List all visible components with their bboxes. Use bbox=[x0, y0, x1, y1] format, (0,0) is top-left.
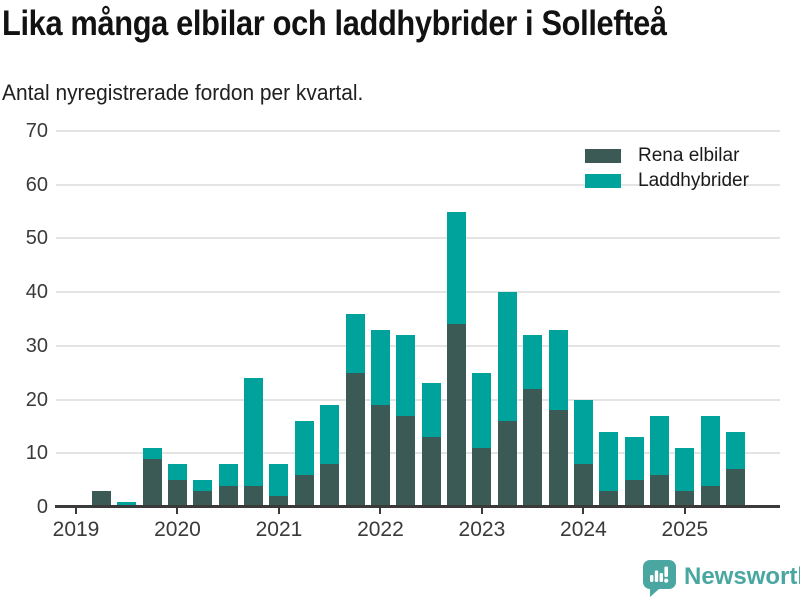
y-axis-label: 30 bbox=[25, 334, 48, 357]
bar-hybrid-segment bbox=[320, 404, 340, 465]
bar-hybrid-segment bbox=[726, 431, 746, 470]
bar-ev-segment bbox=[421, 437, 441, 507]
bar-ev-segment bbox=[726, 469, 746, 507]
bar-ev-segment bbox=[573, 464, 593, 507]
bar-hybrid-segment bbox=[294, 421, 314, 475]
bar-ev-segment bbox=[218, 485, 238, 507]
bar-hybrid-segment bbox=[497, 292, 517, 422]
gridline bbox=[56, 344, 780, 347]
x-axis-label: 2023 bbox=[458, 518, 506, 541]
bar-hybrid-segment bbox=[244, 378, 264, 486]
bar-hybrid-segment bbox=[218, 464, 238, 486]
axis-tick bbox=[176, 508, 179, 514]
page-subtitle: Antal nyregistrerade fordon per kvartal. bbox=[2, 80, 364, 105]
bar-ev-segment bbox=[497, 421, 517, 507]
bar-hybrid-segment bbox=[269, 464, 289, 497]
y-axis-label: 10 bbox=[25, 442, 48, 465]
axis-tick bbox=[75, 508, 77, 514]
bar-hybrid-segment bbox=[421, 383, 441, 438]
newsworthy-logo[interactable]: Newsworthy bbox=[643, 560, 800, 597]
plot-area bbox=[55, 130, 780, 514]
bar-hybrid-segment bbox=[548, 329, 568, 411]
bar-ev-segment bbox=[320, 464, 340, 507]
bar-hybrid-segment bbox=[370, 329, 390, 405]
bar-ev-segment bbox=[193, 490, 213, 507]
legend-swatch-laddhybrider bbox=[585, 174, 621, 188]
x-axis-label: 2022 bbox=[357, 518, 404, 541]
gridline bbox=[56, 452, 780, 455]
bar-ev-segment bbox=[244, 485, 264, 507]
y-axis-label: 40 bbox=[25, 281, 48, 304]
bar-hybrid-segment bbox=[650, 415, 669, 475]
axis-tick bbox=[277, 508, 280, 514]
x-axis-label: 2025 bbox=[661, 518, 709, 541]
x-axis-line bbox=[55, 505, 780, 508]
legend-label: Laddhybrider bbox=[638, 170, 749, 191]
bar-ev-segment bbox=[523, 388, 543, 507]
bar-ev-segment bbox=[370, 404, 390, 507]
bar-ev-segment bbox=[548, 410, 568, 507]
y-axis-label: 60 bbox=[25, 173, 48, 196]
brand-name: Newsworthy bbox=[684, 563, 800, 590]
gridline bbox=[56, 398, 780, 401]
bar-ev-segment bbox=[91, 490, 111, 507]
bar-hybrid-segment bbox=[675, 447, 695, 491]
x-axis-label: 2024 bbox=[560, 518, 607, 541]
x-axis-label: 2020 bbox=[154, 518, 201, 541]
y-axis-label: 20 bbox=[25, 388, 48, 411]
bar-ev-segment bbox=[167, 480, 187, 507]
y-axis-label: 70 bbox=[25, 120, 48, 142]
bar-ev-segment bbox=[472, 447, 492, 507]
legend-item-rena-elbilar: Rena elbilar bbox=[585, 145, 749, 166]
bar-hybrid-segment bbox=[396, 335, 416, 416]
bar-hybrid-segment bbox=[523, 335, 543, 389]
axis-tick bbox=[379, 508, 382, 514]
bar-hybrid-segment bbox=[599, 431, 619, 491]
bar-ev-segment bbox=[345, 372, 365, 507]
gridline bbox=[56, 130, 780, 133]
bar-chart-speech-bubble-icon bbox=[643, 560, 676, 597]
bar-hybrid-segment bbox=[345, 313, 365, 373]
bar-hybrid-segment bbox=[573, 399, 593, 465]
x-axis-label: 2021 bbox=[255, 518, 303, 541]
y-axis-label: 50 bbox=[25, 227, 48, 250]
bar-ev-segment bbox=[675, 490, 695, 507]
bar-ev-segment bbox=[396, 415, 416, 507]
bar-hybrid-segment bbox=[167, 464, 187, 481]
bar-ev-segment bbox=[269, 496, 289, 507]
bar-ev-segment bbox=[294, 474, 314, 507]
legend-swatch-rena-elbilar bbox=[585, 149, 621, 163]
bar-hybrid-segment bbox=[193, 480, 213, 491]
bar-hybrid-segment bbox=[472, 372, 492, 448]
bar-hybrid-segment bbox=[700, 415, 720, 486]
y-axis-label: 0 bbox=[36, 496, 48, 518]
axis-tick bbox=[683, 508, 686, 514]
axis-tick bbox=[480, 508, 483, 514]
legend-item-laddhybrider: Laddhybrider bbox=[585, 170, 749, 191]
bar-ev-segment bbox=[599, 490, 619, 507]
legend-label: Rena elbilar bbox=[638, 145, 740, 166]
bar-hybrid-segment bbox=[447, 211, 467, 325]
axis-tick bbox=[582, 508, 585, 514]
bar-ev-segment bbox=[700, 485, 720, 507]
bar-hybrid-segment bbox=[117, 501, 137, 507]
gridline bbox=[56, 291, 780, 294]
bar-ev-segment bbox=[624, 480, 644, 507]
page-title: Lika många elbilar och laddhybrider i So… bbox=[2, 4, 667, 43]
gridline bbox=[56, 183, 780, 186]
bar-hybrid-segment bbox=[624, 437, 644, 481]
bar-ev-segment bbox=[447, 324, 467, 507]
chart-legend: Rena elbilar Laddhybrider bbox=[585, 145, 749, 196]
bar-hybrid-segment bbox=[142, 447, 162, 459]
gridline bbox=[56, 237, 780, 240]
bar-ev-segment bbox=[142, 458, 162, 507]
x-axis-label: 2019 bbox=[52, 518, 100, 541]
bar-ev-segment bbox=[650, 474, 669, 507]
